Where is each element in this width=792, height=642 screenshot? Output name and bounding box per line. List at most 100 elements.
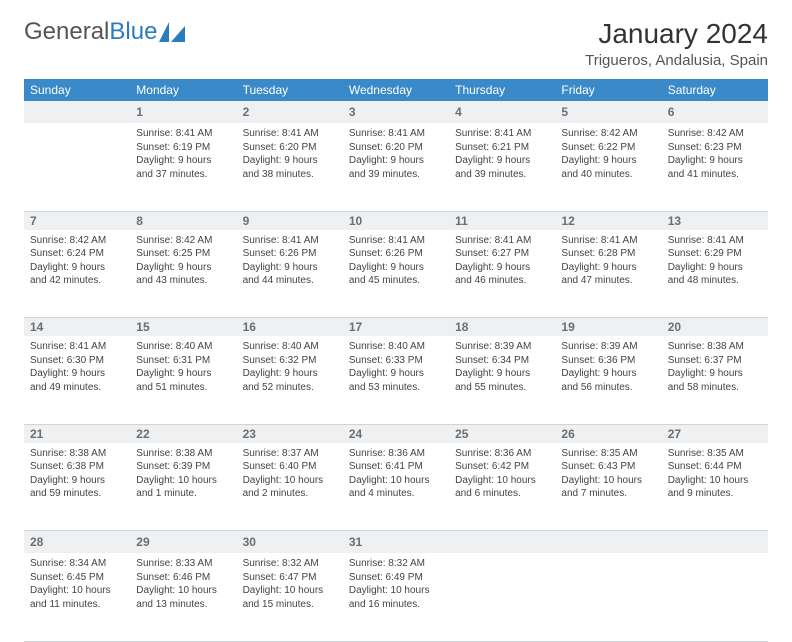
sunset-text: Sunset: 6:43 PM (561, 460, 655, 474)
week-info-row: Sunrise: 8:42 AMSunset: 6:24 PMDaylight:… (24, 230, 768, 318)
day-number: 5 (555, 101, 661, 123)
sunset-text: Sunset: 6:39 PM (136, 460, 230, 474)
week-daynum-row: 78910111213 (24, 211, 768, 230)
daylight-text: Daylight: 9 hours and 44 minutes. (243, 261, 337, 288)
daylight-text: Daylight: 9 hours and 39 minutes. (349, 154, 443, 181)
day-cell: Sunrise: 8:42 AMSunset: 6:25 PMDaylight:… (130, 230, 236, 318)
logo-text-1: General (24, 18, 109, 46)
sunrise-text: Sunrise: 8:35 AM (561, 447, 655, 461)
day-cell (662, 553, 768, 641)
sunset-text: Sunset: 6:25 PM (136, 247, 230, 261)
daylight-text: Daylight: 9 hours and 51 minutes. (136, 367, 230, 394)
day-number: 12 (555, 211, 661, 230)
day-cell: Sunrise: 8:32 AMSunset: 6:49 PMDaylight:… (343, 553, 449, 641)
sunrise-text: Sunrise: 8:42 AM (136, 234, 230, 248)
day-number: 2 (237, 101, 343, 123)
day-info: Sunrise: 8:41 AMSunset: 6:29 PMDaylight:… (668, 232, 762, 288)
day-info: Sunrise: 8:32 AMSunset: 6:49 PMDaylight:… (349, 555, 443, 611)
day-cell: Sunrise: 8:41 AMSunset: 6:28 PMDaylight:… (555, 230, 661, 318)
week-info-row: Sunrise: 8:34 AMSunset: 6:45 PMDaylight:… (24, 553, 768, 641)
sunset-text: Sunset: 6:24 PM (30, 247, 124, 261)
daylight-text: Daylight: 10 hours and 16 minutes. (349, 584, 443, 611)
calendar-table: SundayMondayTuesdayWednesdayThursdayFrid… (24, 79, 768, 642)
sunrise-text: Sunrise: 8:38 AM (668, 340, 762, 354)
day-header: Saturday (662, 79, 768, 101)
daylight-text: Daylight: 10 hours and 2 minutes. (243, 474, 337, 501)
day-info: Sunrise: 8:36 AMSunset: 6:41 PMDaylight:… (349, 445, 443, 501)
day-info: Sunrise: 8:42 AMSunset: 6:25 PMDaylight:… (136, 232, 230, 288)
day-number: 16 (237, 318, 343, 337)
day-number: 7 (24, 211, 130, 230)
day-info: Sunrise: 8:41 AMSunset: 6:28 PMDaylight:… (561, 232, 655, 288)
day-info: Sunrise: 8:40 AMSunset: 6:33 PMDaylight:… (349, 338, 443, 394)
day-number: 18 (449, 318, 555, 337)
daylight-text: Daylight: 9 hours and 37 minutes. (136, 154, 230, 181)
day-cell: Sunrise: 8:39 AMSunset: 6:36 PMDaylight:… (555, 336, 661, 424)
week-daynum-row: 14151617181920 (24, 318, 768, 337)
daylight-text: Daylight: 10 hours and 9 minutes. (668, 474, 762, 501)
sunset-text: Sunset: 6:31 PM (136, 354, 230, 368)
day-cell (449, 553, 555, 641)
sunrise-text: Sunrise: 8:41 AM (136, 127, 230, 141)
day-number: 6 (662, 101, 768, 123)
day-number: 13 (662, 211, 768, 230)
day-header: Tuesday (237, 79, 343, 101)
sunrise-text: Sunrise: 8:41 AM (668, 234, 762, 248)
day-info: Sunrise: 8:41 AMSunset: 6:20 PMDaylight:… (349, 125, 443, 181)
empty-day-number (555, 531, 661, 554)
sunrise-text: Sunrise: 8:32 AM (243, 557, 337, 571)
week-info-row: Sunrise: 8:41 AMSunset: 6:19 PMDaylight:… (24, 123, 768, 211)
week-daynum-row: 123456 (24, 101, 768, 123)
daylight-text: Daylight: 9 hours and 38 minutes. (243, 154, 337, 181)
sunrise-text: Sunrise: 8:41 AM (455, 127, 549, 141)
day-number: 14 (24, 318, 130, 337)
sunset-text: Sunset: 6:41 PM (349, 460, 443, 474)
day-cell: Sunrise: 8:38 AMSunset: 6:37 PMDaylight:… (662, 336, 768, 424)
sunset-text: Sunset: 6:37 PM (668, 354, 762, 368)
week-info-row: Sunrise: 8:38 AMSunset: 6:38 PMDaylight:… (24, 443, 768, 531)
daylight-text: Daylight: 9 hours and 49 minutes. (30, 367, 124, 394)
day-cell: Sunrise: 8:35 AMSunset: 6:44 PMDaylight:… (662, 443, 768, 531)
daylight-text: Daylight: 9 hours and 39 minutes. (455, 154, 549, 181)
day-info: Sunrise: 8:33 AMSunset: 6:46 PMDaylight:… (136, 555, 230, 611)
sunset-text: Sunset: 6:33 PM (349, 354, 443, 368)
empty-day-number (24, 101, 130, 123)
daylight-text: Daylight: 9 hours and 58 minutes. (668, 367, 762, 394)
sunset-text: Sunset: 6:49 PM (349, 571, 443, 585)
sunrise-text: Sunrise: 8:41 AM (243, 234, 337, 248)
sunrise-text: Sunrise: 8:41 AM (243, 127, 337, 141)
sunset-text: Sunset: 6:30 PM (30, 354, 124, 368)
day-number: 24 (343, 424, 449, 443)
day-cell: Sunrise: 8:41 AMSunset: 6:20 PMDaylight:… (237, 123, 343, 211)
sunrise-text: Sunrise: 8:42 AM (30, 234, 124, 248)
daylight-text: Daylight: 10 hours and 4 minutes. (349, 474, 443, 501)
day-header: Wednesday (343, 79, 449, 101)
day-number: 9 (237, 211, 343, 230)
day-info: Sunrise: 8:39 AMSunset: 6:36 PMDaylight:… (561, 338, 655, 394)
logo: GeneralBlue (24, 18, 185, 46)
day-number: 29 (130, 531, 236, 554)
day-info: Sunrise: 8:41 AMSunset: 6:20 PMDaylight:… (243, 125, 337, 181)
day-info: Sunrise: 8:39 AMSunset: 6:34 PMDaylight:… (455, 338, 549, 394)
day-info: Sunrise: 8:37 AMSunset: 6:40 PMDaylight:… (243, 445, 337, 501)
day-info: Sunrise: 8:42 AMSunset: 6:23 PMDaylight:… (668, 125, 762, 181)
day-cell: Sunrise: 8:41 AMSunset: 6:21 PMDaylight:… (449, 123, 555, 211)
day-info: Sunrise: 8:41 AMSunset: 6:30 PMDaylight:… (30, 338, 124, 394)
day-info: Sunrise: 8:41 AMSunset: 6:21 PMDaylight:… (455, 125, 549, 181)
day-info: Sunrise: 8:38 AMSunset: 6:39 PMDaylight:… (136, 445, 230, 501)
sunrise-text: Sunrise: 8:42 AM (668, 127, 762, 141)
daylight-text: Daylight: 9 hours and 46 minutes. (455, 261, 549, 288)
day-cell: Sunrise: 8:37 AMSunset: 6:40 PMDaylight:… (237, 443, 343, 531)
day-header: Sunday (24, 79, 130, 101)
month-title: January 2024 (585, 18, 768, 50)
sunrise-text: Sunrise: 8:33 AM (136, 557, 230, 571)
title-block: January 2024 Trigueros, Andalusia, Spain (585, 18, 768, 69)
sunrise-text: Sunrise: 8:32 AM (349, 557, 443, 571)
sunset-text: Sunset: 6:45 PM (30, 571, 124, 585)
sunrise-text: Sunrise: 8:39 AM (455, 340, 549, 354)
day-header-row: SundayMondayTuesdayWednesdayThursdayFrid… (24, 79, 768, 101)
daylight-text: Daylight: 10 hours and 1 minute. (136, 474, 230, 501)
sunset-text: Sunset: 6:20 PM (349, 141, 443, 155)
sunrise-text: Sunrise: 8:40 AM (349, 340, 443, 354)
sunrise-text: Sunrise: 8:40 AM (243, 340, 337, 354)
